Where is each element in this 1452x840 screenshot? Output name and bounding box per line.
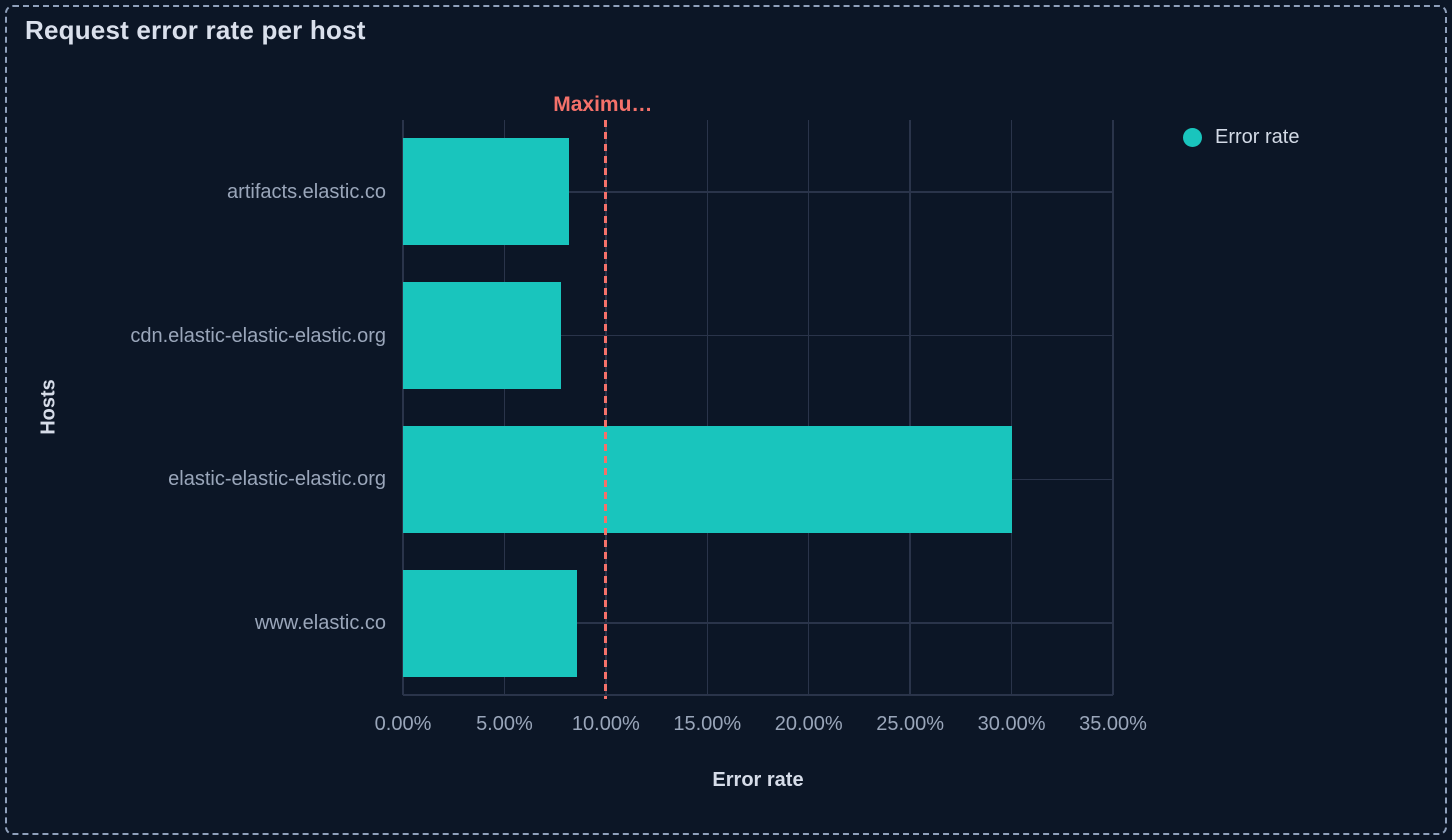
legend-label: Error rate [1215,126,1300,148]
y-axis-label: www.elastic.co [254,612,386,635]
x-axis-tick-label: 25.00% [876,713,945,735]
y-axis-label: cdn.elastic-elastic-elastic.org [130,324,386,347]
threshold-annotation-label: Maximu… [553,93,653,116]
bar-artifacts.elastic.co[interactable] [403,138,570,246]
x-gridline [706,120,709,695]
bar-elastic-elastic-elastic.org[interactable] [403,425,1012,533]
bar-www.elastic.co[interactable] [403,569,578,677]
x-gridline [1112,120,1114,695]
legend-item-error-rate[interactable]: Error rate [1183,126,1299,149]
y-axis-label: elastic-elastic-elastic.org [168,468,386,491]
x-axis-tick-label: 35.00% [1079,713,1147,735]
x-gridline [1010,120,1013,695]
y-axis-title: Hosts [37,379,60,435]
x-axis-tick-label: 20.00% [774,713,843,735]
y-gridline [403,334,1113,337]
x-axis-tick-label: 10.00% [571,713,640,735]
y-gridline [403,622,1113,624]
threshold-line [604,120,608,699]
bar-cdn.elastic-elastic-elastic.org[interactable] [403,282,562,390]
x-gridline [402,120,404,695]
y-gridline [403,191,1113,193]
x-axis-tick-label: 0.00% [374,713,432,735]
x-axis-line [403,694,1113,696]
panel-title[interactable]: Request error rate per host [25,15,366,45]
dashboard-panel-border [5,5,1447,835]
y-axis-label: artifacts.elastic.co [227,180,386,203]
x-axis-title: Error rate [712,769,804,791]
x-gridline [503,120,506,695]
legend-color-dot-icon [1183,128,1202,147]
x-gridline [909,120,911,695]
x-axis-tick-label: 5.00% [476,713,533,735]
x-axis-tick-label: 15.00% [673,713,742,735]
x-axis-tick-label: 30.00% [977,713,1046,735]
x-gridline [807,120,810,695]
